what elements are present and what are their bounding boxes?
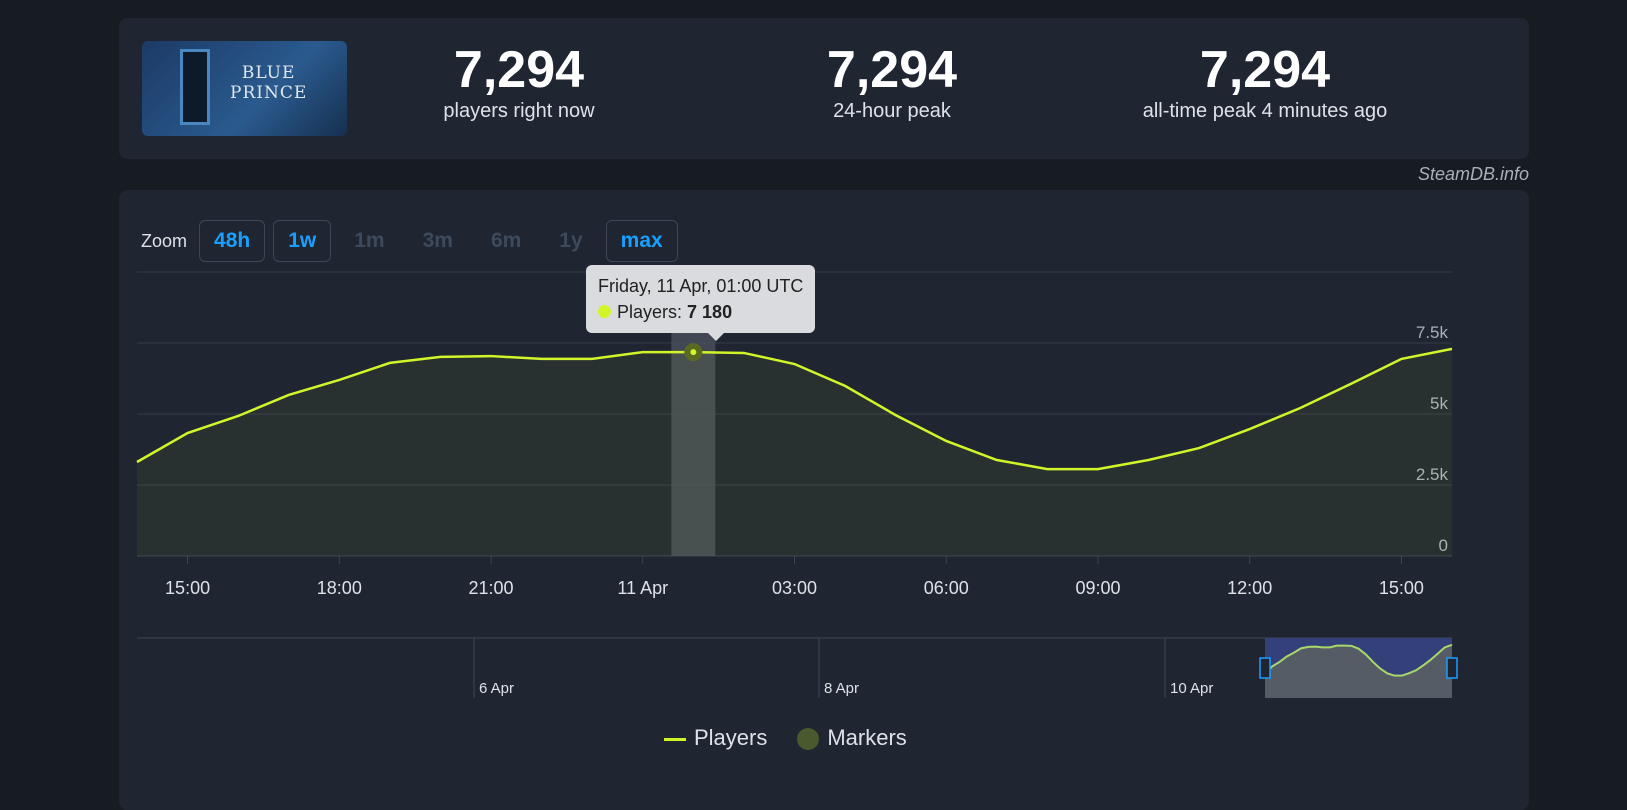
x-tick-label: 09:00 — [1075, 578, 1120, 598]
summary-card: BLUE PRINCE 7,294 players right now 7,294 2… — [119, 18, 1529, 159]
credit-text: SteamDB.info — [1417, 164, 1529, 184]
game-logo: BLUE PRINCE — [230, 63, 308, 103]
x-tick-label: 18:00 — [317, 578, 362, 598]
tooltip: Friday, 11 Apr, 01:00 UTC Players: 7 180 — [586, 265, 816, 341]
area-fill — [137, 348, 1452, 556]
tooltip-date: Friday, 11 Apr, 01:00 UTC — [598, 276, 804, 296]
navigator-label: 8 Apr — [824, 680, 859, 697]
line-icon — [664, 737, 686, 741]
y-tick-label: 2.5k — [1416, 465, 1449, 484]
tooltip-value: 7 180 — [687, 302, 733, 322]
data-point — [684, 343, 703, 362]
zoom-48h-button[interactable]: 48h — [199, 220, 266, 262]
zoom-controls: Zoom 48h 1w 1m 3m 6m 1y max — [141, 220, 678, 262]
y-tick-label: 7.5k — [1416, 323, 1449, 342]
game-thumbnail[interactable]: BLUE PRINCE — [142, 41, 347, 136]
series-dot-icon — [598, 305, 611, 318]
legend-players[interactable]: Players — [664, 725, 767, 751]
navigator-handle[interactable] — [1446, 657, 1458, 679]
navigator-area — [1265, 644, 1452, 698]
navigator-handle[interactable] — [1259, 657, 1271, 679]
tooltip-series: Players: — [617, 302, 688, 322]
player-chart[interactable]: 0 2.5k 5k 7.5k 15:00 18:00 21:00 11 Apr 03:00 06:… — [119, 190, 1529, 810]
zoom-1m-button[interactable]: 1m — [354, 229, 385, 252]
x-tick-label: 11 Apr — [617, 578, 668, 598]
legend-markers[interactable]: Markers — [797, 725, 907, 751]
zoom-label: Zoom — [141, 230, 188, 251]
y-tick-label: 5k — [1430, 394, 1448, 413]
y-tick-label: 0 — [1439, 536, 1448, 555]
x-tick-label: 06:00 — [924, 578, 969, 598]
players-line — [136, 347, 1453, 471]
stat-24h-peak: 7,294 24-hour peak — [826, 41, 958, 122]
legend: Players Markers — [664, 725, 907, 751]
chart-card: Zoom 48h 1w 1m 3m 6m 1y max 0 2.5k 5k 7.5k 1… — [119, 190, 1529, 810]
zoom-1w-button[interactable]: 1w — [273, 220, 332, 262]
navigator-line — [1264, 643, 1453, 677]
stat-current: 7,294 players right now — [443, 41, 595, 122]
zoom-1y-button[interactable]: 1y — [559, 229, 583, 252]
x-tick-label: 15:00 — [1379, 578, 1424, 598]
x-tick-label: 15:00 — [165, 578, 210, 598]
zoom-max-button[interactable]: max — [605, 220, 678, 262]
x-tick-label: 03:00 — [772, 578, 817, 598]
circle-icon — [797, 728, 820, 751]
navigator-label: 6 Apr — [479, 680, 514, 697]
x-tick-label: 12:00 — [1227, 578, 1272, 598]
stat-all-time-peak: 7,294 all-time peak 4 minutes ago — [1142, 41, 1388, 122]
zoom-6m-button[interactable]: 6m — [490, 229, 522, 252]
x-tick-label: 21:00 — [469, 578, 514, 598]
zoom-3m-button[interactable]: 3m — [422, 229, 453, 252]
navigator-label: 10 Apr — [1170, 680, 1213, 697]
